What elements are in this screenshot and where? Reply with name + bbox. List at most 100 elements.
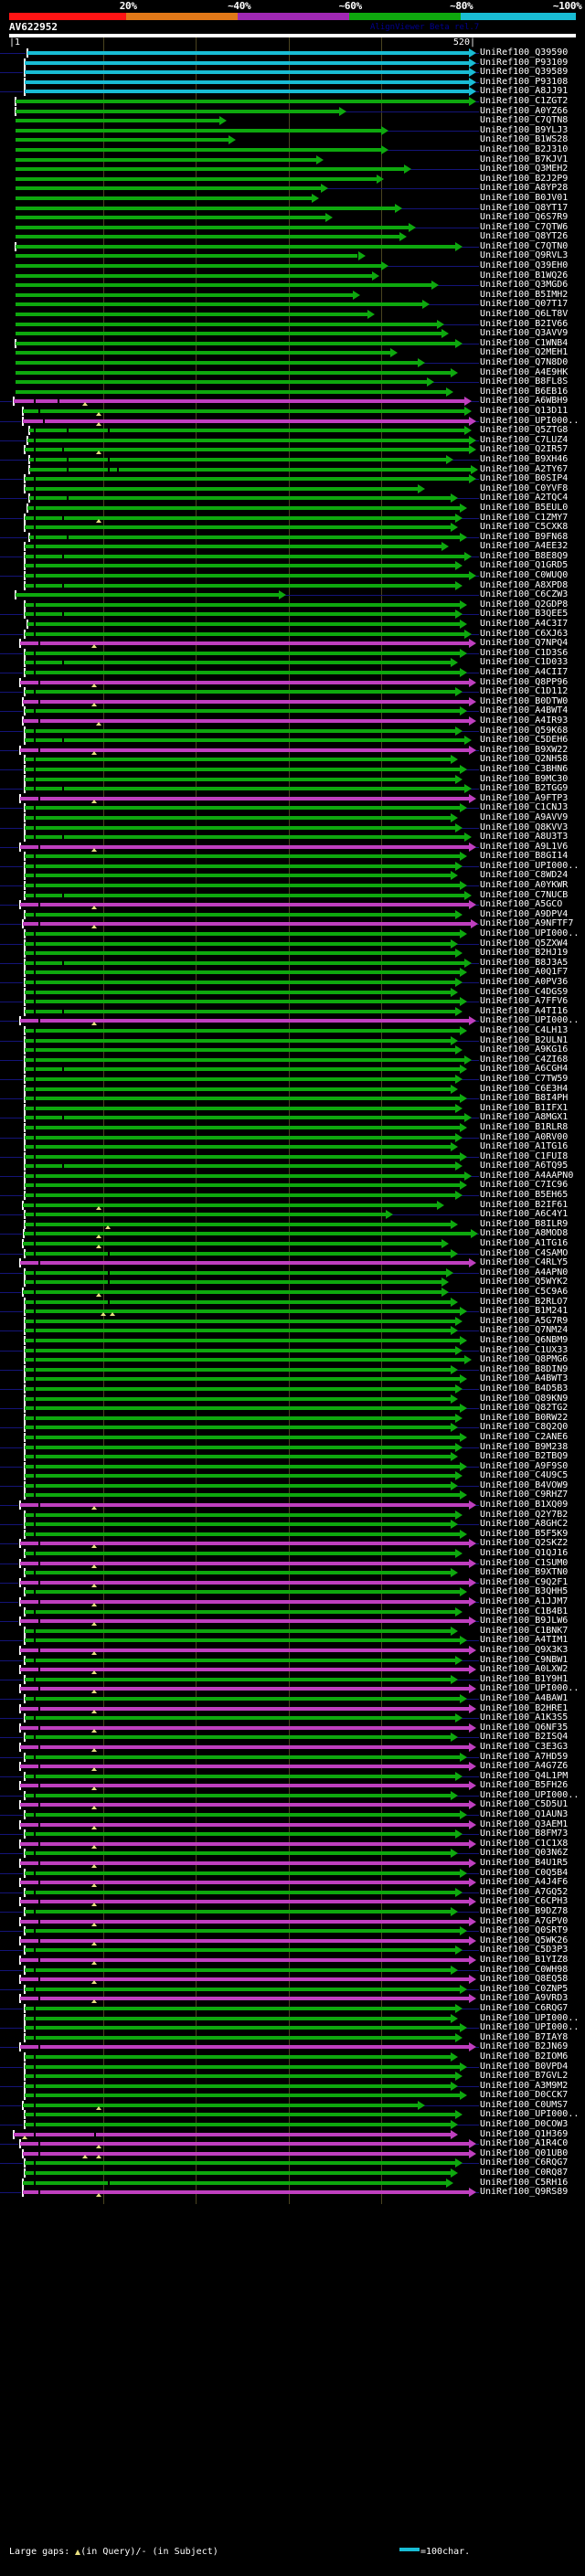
alignment-bar[interactable] xyxy=(25,1464,460,1468)
sequence-id-label[interactable]: UniRef100_Q39589 xyxy=(480,67,569,78)
sequence-id-label[interactable]: UniRef100_B8GI14 xyxy=(480,851,569,862)
sequence-id-label[interactable]: UniRef100_UPI000.. xyxy=(480,2012,580,2023)
sequence-id-label[interactable]: UniRef100_B6EB16 xyxy=(480,386,569,397)
sequence-id-label[interactable]: UniRef100_Q39590 xyxy=(480,48,569,58)
alignment-row[interactable]: UniRef100_Q6S7R9 xyxy=(0,212,585,223)
alignment-row[interactable]: UniRef100_A5GCO xyxy=(0,899,585,910)
alignment-bar[interactable] xyxy=(25,1415,455,1420)
alignment-row[interactable]: UniRef100_Q8KVV3 xyxy=(0,822,585,833)
alignment-row[interactable]: UniRef100_UPI000.. xyxy=(0,2109,585,2120)
alignment-bar[interactable] xyxy=(20,1261,469,1266)
alignment-row[interactable]: UniRef100_A1K3S5 xyxy=(0,1712,585,1723)
sequence-id-label[interactable]: UniRef100_C1B4B1 xyxy=(480,1606,569,1617)
alignment-bar[interactable] xyxy=(25,1406,460,1411)
alignment-bar[interactable] xyxy=(25,1164,455,1169)
alignment-row[interactable]: UniRef100_A8JJ91 xyxy=(0,86,585,97)
alignment-row[interactable]: UniRef100_B9YLJ3 xyxy=(0,125,585,136)
sequence-id-label[interactable]: UniRef100_C5RH16 xyxy=(480,2177,569,2188)
alignment-row[interactable]: UniRef100_Q39590 xyxy=(0,48,585,58)
sequence-id-label[interactable]: UniRef100_C4SAMO xyxy=(480,1247,569,1258)
alignment-bar[interactable] xyxy=(16,313,367,317)
alignment-bar[interactable] xyxy=(27,505,460,510)
alignment-row[interactable]: UniRef100_A5G7R9 xyxy=(0,1316,585,1327)
sequence-id-label[interactable]: UniRef100_Q1QJ16 xyxy=(480,1548,569,1559)
alignment-bar[interactable] xyxy=(25,60,469,65)
sequence-id-label[interactable]: UniRef100_Q3MGD6 xyxy=(480,280,569,291)
sequence-id-label[interactable]: UniRef100_C5D5U1 xyxy=(480,1799,569,1810)
alignment-row[interactable]: UniRef100_C9Q2F1 xyxy=(0,1577,585,1588)
alignment-row[interactable]: UniRef100_C3BHN6 xyxy=(0,764,585,775)
alignment-bar[interactable] xyxy=(25,486,419,491)
alignment-row[interactable]: UniRef100_A4BAW1 xyxy=(0,1693,585,1704)
alignment-row[interactable]: UniRef100_B2J2P9 xyxy=(0,174,585,185)
alignment-bar[interactable] xyxy=(22,1242,441,1246)
alignment-row[interactable]: UniRef100_A6TQ95 xyxy=(0,1161,585,1171)
alignment-bar[interactable] xyxy=(25,1048,455,1053)
sequence-id-label[interactable]: UniRef100_P93108 xyxy=(480,76,569,87)
alignment-row[interactable]: UniRef100_C6RQG7 xyxy=(0,2157,585,2168)
alignment-row[interactable]: UniRef100_A4IR93 xyxy=(0,716,585,726)
alignment-bar[interactable] xyxy=(20,1861,469,1866)
alignment-row[interactable]: UniRef100_UPI000.. xyxy=(0,1683,585,1694)
alignment-row[interactable]: UniRef100_B7GVL2 xyxy=(0,2071,585,2082)
alignment-row[interactable]: UniRef100_A8GHC2 xyxy=(0,1519,585,1530)
alignment-bar[interactable] xyxy=(25,1967,451,1972)
alignment-row[interactable]: UniRef100_B8DIN9 xyxy=(0,1364,585,1375)
alignment-bar[interactable] xyxy=(16,147,381,152)
sequence-id-label[interactable]: UniRef100_A4TIM1 xyxy=(480,1635,569,1646)
alignment-bar[interactable] xyxy=(25,1987,460,1991)
alignment-bar[interactable] xyxy=(20,641,469,646)
sequence-id-label[interactable]: UniRef100_Q8EQ58 xyxy=(480,1974,569,1985)
alignment-row[interactable]: UniRef100_Q8EQ58 xyxy=(0,1974,585,1985)
alignment-row[interactable]: UniRef100_B2TGG9 xyxy=(0,783,585,794)
sequence-id-label[interactable]: UniRef100_B9XW22 xyxy=(480,744,569,755)
alignment-row[interactable]: UniRef100_C1BNK7 xyxy=(0,1626,585,1637)
alignment-row[interactable]: UniRef100_A8MGX1 xyxy=(0,1112,585,1123)
alignment-row[interactable]: UniRef100_B5F5K9 xyxy=(0,1529,585,1540)
sequence-id-label[interactable]: UniRef100_A6WBH9 xyxy=(480,396,569,407)
alignment-row[interactable]: UniRef100_B9XTN0 xyxy=(0,1567,585,1578)
alignment-bar[interactable] xyxy=(25,90,469,94)
alignment-bar[interactable] xyxy=(25,1638,460,1643)
alignment-row[interactable]: UniRef100_A4BWT4 xyxy=(0,705,585,716)
sequence-id-label[interactable]: UniRef100_B8I4PH xyxy=(480,1093,569,1104)
alignment-bar[interactable] xyxy=(20,903,469,907)
alignment-row[interactable]: UniRef100_C0UMS7 xyxy=(0,2100,585,2111)
sequence-id-label[interactable]: UniRef100_B9DZ78 xyxy=(480,1906,569,1916)
sequence-id-label[interactable]: UniRef100_Q39EH0 xyxy=(480,260,569,271)
sequence-id-label[interactable]: UniRef100_B1WS28 xyxy=(480,134,569,145)
sequence-id-label[interactable]: UniRef100_Q7NPQ4 xyxy=(480,638,569,649)
alignment-row[interactable]: UniRef100_B1RLR8 xyxy=(0,1122,585,1133)
alignment-row[interactable]: UniRef100_A8U3T3 xyxy=(0,832,585,843)
sequence-id-label[interactable]: UniRef100_C1D3S6 xyxy=(480,647,569,658)
alignment-row[interactable]: UniRef100_B8GI14 xyxy=(0,851,585,862)
alignment-row[interactable]: UniRef100_Q6NBM9 xyxy=(0,1335,585,1346)
alignment-row[interactable]: UniRef100_B8E8Q9 xyxy=(0,551,585,562)
sequence-id-label[interactable]: UniRef100_A6TQ95 xyxy=(480,1161,569,1171)
alignment-bar[interactable] xyxy=(25,941,451,946)
alignment-row[interactable]: UniRef100_D0CCK7 xyxy=(0,2090,585,2101)
sequence-id-label[interactable]: UniRef100_C4ZI68 xyxy=(480,1054,569,1065)
sequence-id-label[interactable]: UniRef100_Q2SKZ2 xyxy=(480,1538,569,1549)
alignment-row[interactable]: UniRef100_Q39589 xyxy=(0,67,585,78)
alignment-row[interactable]: UniRef100_B1M241 xyxy=(0,1306,585,1317)
alignment-row[interactable]: UniRef100_A4AAPN0 xyxy=(0,1171,585,1182)
alignment-row[interactable]: UniRef100_B5EH65 xyxy=(0,1190,585,1201)
alignment-bar[interactable] xyxy=(25,2074,455,2079)
sequence-id-label[interactable]: UniRef100_Q7N8D0 xyxy=(480,357,569,367)
sequence-id-label[interactable]: UniRef100_A9FTP3 xyxy=(480,792,569,803)
sequence-id-label[interactable]: UniRef100_C6RQG7 xyxy=(480,2157,569,2168)
sequence-id-label[interactable]: UniRef100_A4BWT4 xyxy=(480,705,569,716)
alignment-row[interactable]: UniRef100_Q6NF35 xyxy=(0,1723,585,1733)
alignment-row[interactable]: UniRef100_B6EB16 xyxy=(0,387,585,398)
sequence-id-label[interactable]: UniRef100_UPI000.. xyxy=(480,1789,580,1800)
alignment-bar[interactable] xyxy=(16,99,469,103)
sequence-id-label[interactable]: UniRef100_B4D5B3 xyxy=(480,1383,569,1394)
sequence-id-label[interactable]: UniRef100_B2J310 xyxy=(480,143,569,154)
alignment-row[interactable]: UniRef100_C9NBW1 xyxy=(0,1655,585,1666)
alignment-bar[interactable] xyxy=(25,787,464,791)
sequence-id-label[interactable]: UniRef100_Q1GRD5 xyxy=(480,560,569,571)
alignment-bar[interactable] xyxy=(25,806,460,811)
alignment-bar[interactable] xyxy=(25,2083,451,2088)
sequence-id-label[interactable]: UniRef100_A8XPD8 xyxy=(480,579,569,590)
